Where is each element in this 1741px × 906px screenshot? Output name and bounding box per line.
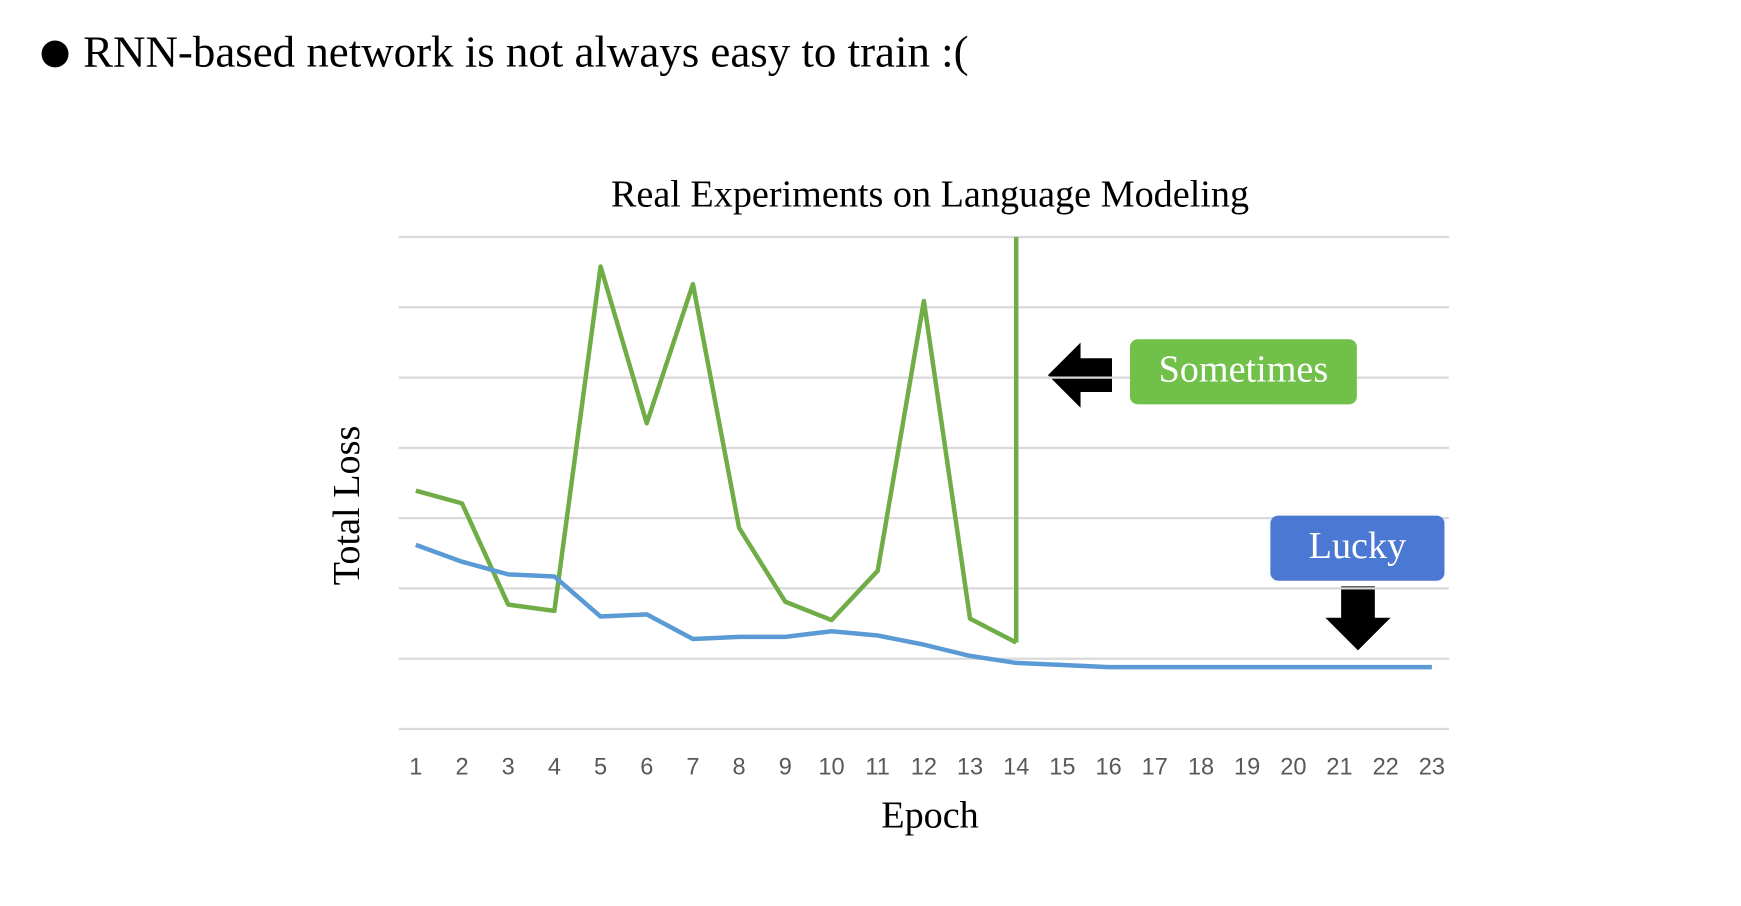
x-tick-label: 22: [1373, 754, 1399, 780]
annotation-text: Lucky: [1309, 525, 1407, 567]
arrow-down: [1325, 586, 1391, 651]
arrow-left: [1047, 342, 1112, 408]
x-tick-label: 19: [1234, 754, 1260, 780]
x-tick-label: 1: [409, 754, 422, 780]
x-tick-label: 8: [733, 754, 746, 780]
x-tick-label: 23: [1419, 754, 1445, 780]
annotation-text: Sometimes: [1159, 349, 1329, 391]
series-line: [415, 542, 1432, 670]
x-tick-label: 17: [1142, 754, 1168, 780]
x-tick-label: 3: [502, 754, 515, 780]
x-tick-label: 9: [779, 754, 792, 780]
x-tick-label: 14: [1003, 754, 1029, 780]
x-tick-label: 12: [911, 754, 937, 780]
x-tick-label: 13: [957, 754, 983, 780]
series-line: [415, 264, 1018, 645]
x-tick-label: 11: [865, 754, 889, 780]
x-tick-label: 16: [1095, 754, 1121, 780]
annotation-box: [1129, 339, 1357, 405]
x-tick-label: 5: [594, 754, 607, 780]
x-tick-label: 7: [686, 754, 699, 780]
y-axis-label: Total Loss: [326, 426, 368, 586]
x-tick-label: 10: [818, 754, 844, 780]
x-axis-label: Epoch: [881, 795, 979, 837]
x-tick-label: 2: [455, 754, 468, 780]
x-tick-label: 20: [1280, 754, 1306, 780]
header-text: RNN-based network is not always easy to …: [83, 26, 968, 76]
bullet: [41, 40, 69, 68]
x-tick-label: 21: [1326, 754, 1352, 780]
x-tick-label: 15: [1049, 754, 1075, 780]
x-tick-label: 4: [548, 754, 561, 780]
chart-title: Real Experiments on Language Modeling: [611, 173, 1249, 215]
x-tick-label: 6: [640, 754, 653, 780]
x-tick-label: 18: [1188, 754, 1214, 780]
annotation-box: [1270, 515, 1445, 581]
